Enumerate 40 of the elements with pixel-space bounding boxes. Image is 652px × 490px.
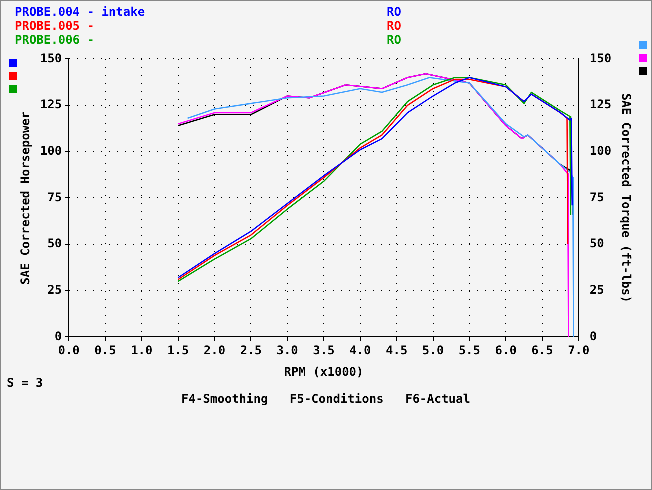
- y2-axis-title: SAE Corrected Torque (ft-lbs): [620, 93, 634, 303]
- text: PROBE.005 -: [15, 19, 96, 33]
- x-tick-label: 1.5: [167, 344, 190, 358]
- x-tick-label: 6.5: [532, 344, 554, 358]
- x-tick-label: 4.5: [386, 344, 408, 358]
- y-axis-title: SAE Corrected Horsepower: [18, 112, 32, 285]
- x-axis-title: RPM (x1000): [284, 364, 364, 379]
- text: PROBE.004 - intake: [15, 5, 146, 19]
- x-tick-label: 5.0: [422, 344, 444, 358]
- y2-tick-label: 50: [590, 236, 604, 251]
- x-tick-label: 0.0: [58, 344, 80, 358]
- y-tick-label: 75: [48, 190, 62, 204]
- x-tick-label: 2.0: [204, 344, 226, 358]
- text: F4-Smoothing F5-Conditions F6-Actual: [180, 392, 472, 406]
- y2-tick-label: 0: [590, 329, 598, 344]
- y2-tick-label: 125: [590, 98, 612, 112]
- x-tick-label: 6.0: [495, 344, 517, 358]
- y-tick-label: 150: [40, 51, 62, 66]
- text: RO: [387, 19, 402, 33]
- y-tick-label: 100: [40, 144, 62, 158]
- y-tick-label: 125: [40, 98, 62, 112]
- text: PROBE.006 -: [15, 33, 96, 47]
- y2-tick-label: 75: [590, 190, 604, 204]
- y2-tick-label: 100: [590, 144, 612, 158]
- x-tick-label: 5.5: [458, 344, 481, 358]
- text: RO: [387, 33, 402, 47]
- x-tick-label: 3.0: [276, 344, 298, 358]
- text: S = 3: [7, 376, 44, 390]
- y-tick-label: 50: [48, 236, 62, 251]
- x-tick-label: 0.5: [94, 344, 116, 358]
- y2-tick-label: 25: [590, 282, 604, 297]
- x-tick-label: 2.5: [240, 344, 262, 358]
- x-tick-label: 1.0: [131, 344, 153, 358]
- x-tick-label: 4.0: [350, 344, 372, 358]
- y2-tick-label: 150: [590, 51, 612, 66]
- y-tick-label: 0: [54, 329, 62, 344]
- x-tick-label: 3.5: [313, 344, 335, 358]
- text: RO: [387, 5, 402, 19]
- x-tick-label: 7.0: [568, 344, 590, 358]
- y-tick-label: 25: [48, 282, 62, 297]
